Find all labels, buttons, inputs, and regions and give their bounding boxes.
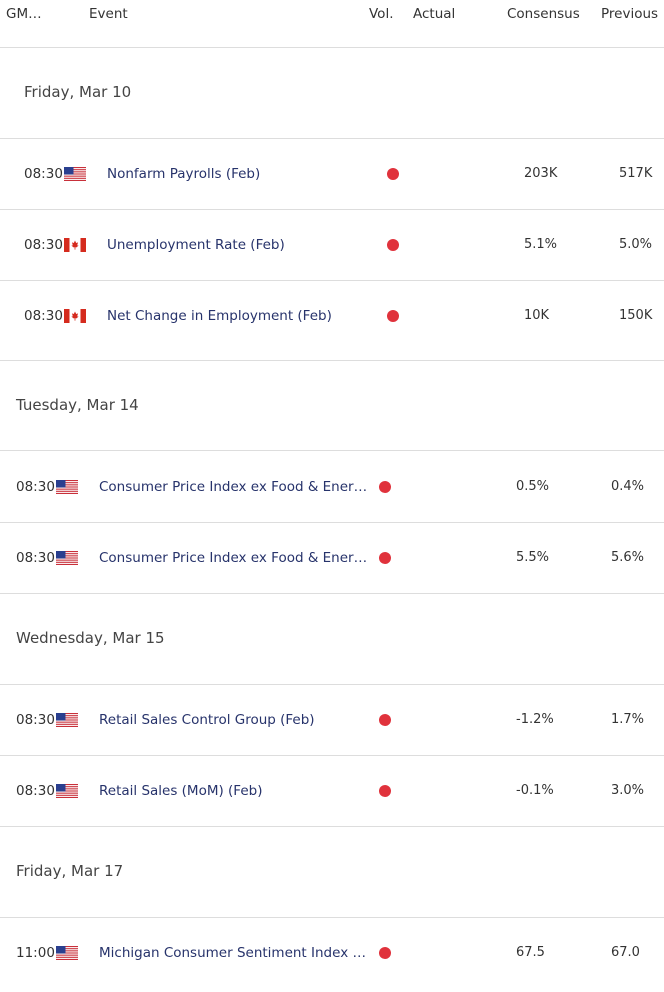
flag <box>64 309 86 323</box>
divider <box>0 47 664 48</box>
previous: 5.0% <box>619 237 653 252</box>
divider <box>0 360 664 361</box>
volatility-dot <box>379 947 391 959</box>
event-time: 08:30 <box>16 479 55 495</box>
consensus: 0.5% <box>516 479 550 494</box>
flag <box>64 167 86 181</box>
volatility-dot <box>379 481 391 493</box>
date-heading: Friday, Mar 17 <box>16 862 124 880</box>
event-name[interactable]: Consumer Price Index ex Food & Ener… <box>99 550 368 566</box>
consensus: 10K <box>524 308 550 323</box>
event-name[interactable]: Unemployment Rate (Feb) <box>107 237 285 253</box>
consensus: 5.5% <box>516 550 550 565</box>
divider <box>0 917 664 918</box>
divider <box>0 280 664 281</box>
previous: 67.0 <box>611 945 640 960</box>
event-time: 08:30 <box>24 166 63 182</box>
date-heading: Tuesday, Mar 14 <box>16 396 139 414</box>
date-heading: Friday, Mar 10 <box>24 83 132 101</box>
flag <box>56 551 78 565</box>
flag <box>64 238 86 252</box>
event-time: 08:30 <box>24 237 63 253</box>
event-time: 11:00 <box>16 945 55 961</box>
column-header: Vol. <box>369 6 394 22</box>
volatility-dot <box>387 239 399 251</box>
event-name[interactable]: Retail Sales Control Group (Feb) <box>99 712 315 728</box>
event-name[interactable]: Retail Sales (MoM) (Feb) <box>99 783 263 799</box>
flag <box>56 784 78 798</box>
consensus: -0.1% <box>516 783 554 798</box>
event-name[interactable]: Michigan Consumer Sentiment Index … <box>99 945 366 961</box>
event-time: 08:30 <box>24 308 63 324</box>
flag <box>56 713 78 727</box>
column-header: Consensus <box>507 6 580 22</box>
column-header: Actual <box>413 6 456 22</box>
previous: 517K <box>619 166 653 181</box>
volatility-dot <box>379 552 391 564</box>
divider <box>0 450 664 451</box>
previous: 0.4% <box>611 479 645 494</box>
date-heading: Wednesday, Mar 15 <box>16 629 165 647</box>
divider <box>0 755 664 756</box>
divider <box>0 138 664 139</box>
consensus: 203K <box>524 166 558 181</box>
column-header: Event <box>89 6 128 22</box>
consensus: 67.5 <box>516 945 545 960</box>
event-time: 08:30 <box>16 550 55 566</box>
event-name[interactable]: Consumer Price Index ex Food & Ener… <box>99 479 368 495</box>
flag <box>56 480 78 494</box>
divider <box>0 684 664 685</box>
previous: 5.6% <box>611 550 645 565</box>
divider <box>0 826 664 827</box>
consensus: -1.2% <box>516 712 554 727</box>
divider <box>0 209 664 210</box>
column-header: Previous <box>601 6 659 22</box>
divider <box>0 522 664 523</box>
event-time: 08:30 <box>16 712 55 728</box>
previous: 3.0% <box>611 783 645 798</box>
column-header: GM… <box>6 6 42 22</box>
volatility-dot <box>379 714 391 726</box>
event-name[interactable]: Net Change in Employment (Feb) <box>107 308 332 324</box>
divider <box>0 593 664 594</box>
previous: 150K <box>619 308 653 323</box>
event-time: 08:30 <box>16 783 55 799</box>
flag <box>56 946 78 960</box>
previous: 1.7% <box>611 712 645 727</box>
consensus: 5.1% <box>524 237 558 252</box>
volatility-dot <box>387 310 399 322</box>
volatility-dot <box>379 785 391 797</box>
volatility-dot <box>387 168 399 180</box>
event-name[interactable]: Nonfarm Payrolls (Feb) <box>107 166 261 182</box>
